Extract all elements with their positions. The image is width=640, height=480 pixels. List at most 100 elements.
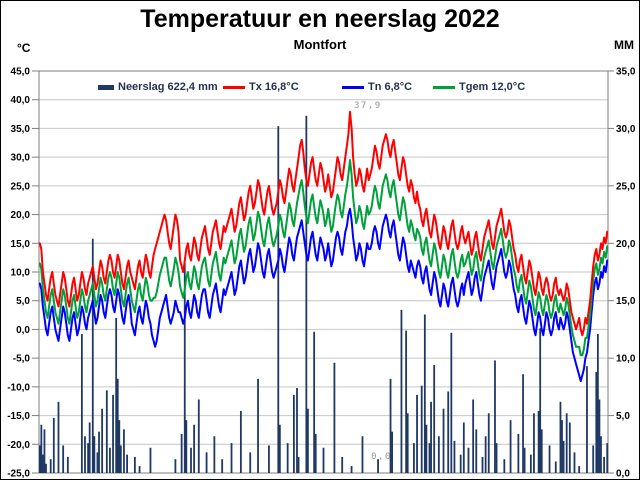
precip-bar xyxy=(603,456,606,473)
precip-bar xyxy=(205,452,208,473)
precip-bar xyxy=(93,436,96,473)
precip-bar xyxy=(447,391,450,473)
left-axis-tick-label: 30,0 xyxy=(11,153,31,164)
precip-bar xyxy=(487,413,490,473)
precip-bar xyxy=(52,417,55,473)
precip-bar xyxy=(405,330,408,473)
legend-item-tx: Tx 16,8°C xyxy=(223,80,299,94)
precip-bar xyxy=(472,399,475,473)
precip-bar xyxy=(40,424,43,473)
precip-bar xyxy=(423,314,426,473)
precip-bar xyxy=(57,401,60,473)
precip-bar xyxy=(562,440,565,473)
left-axis-tick-label: 10,0 xyxy=(11,268,31,279)
precip-bar xyxy=(305,115,308,474)
right-axis-tick-label: 20,0 xyxy=(616,239,636,250)
precip-bar xyxy=(286,443,289,473)
precip-bar xyxy=(133,456,136,473)
left-axis-tick-label: 5,0 xyxy=(16,296,30,307)
precip-bar xyxy=(96,452,99,473)
precip-bar xyxy=(123,429,125,473)
precip-bar xyxy=(115,317,118,473)
left-axis-tick-label: -20,0 xyxy=(7,440,30,451)
precip-bar xyxy=(185,420,188,473)
precip-bar xyxy=(119,445,122,473)
precip-bar xyxy=(475,429,478,473)
precip-bar xyxy=(406,413,409,473)
precip-bar xyxy=(453,440,456,473)
precip-bar xyxy=(565,413,568,473)
left-axis-tick-label: 45,0 xyxy=(11,67,31,78)
precip-bar xyxy=(592,445,595,473)
precip-bar xyxy=(462,422,465,473)
precip-bar xyxy=(377,459,379,473)
left-axis-tick-label: 0,0 xyxy=(16,325,30,336)
tgem-line xyxy=(38,159,609,357)
precip-bar xyxy=(391,431,393,473)
precip-bar xyxy=(413,443,415,473)
precip-bar xyxy=(80,334,83,473)
tgem-line-swatch-icon xyxy=(433,85,455,89)
left-axis-tick-label: -10,0 xyxy=(7,382,30,393)
left-axis-tick-label: 40,0 xyxy=(11,95,31,106)
right-axis-tick-label: 0,0 xyxy=(616,469,630,480)
precip-bar xyxy=(197,399,200,473)
precip-bar xyxy=(437,436,440,473)
precip-bar xyxy=(540,429,543,473)
precip-bar xyxy=(112,394,114,473)
precip-bar xyxy=(578,466,581,473)
precip-bar xyxy=(495,443,498,473)
precip-bar xyxy=(213,436,216,473)
right-axis-tick-label: 15,0 xyxy=(616,296,636,307)
precip-bar xyxy=(442,408,445,473)
precip-bar xyxy=(193,424,196,473)
precip-bar xyxy=(400,309,403,473)
tx-line xyxy=(38,110,609,337)
precip-bar xyxy=(425,424,428,473)
precip-bar xyxy=(126,454,128,473)
right-axis-tick-label: 25,0 xyxy=(616,181,636,192)
precip-bar xyxy=(420,385,423,473)
chart-legend: Neerslag 622,4 mm Tx 16,8°C Tn 6,8°C Tge… xyxy=(1,80,639,94)
precip-bar xyxy=(277,126,280,473)
precip-bar xyxy=(341,456,344,473)
precip-bar xyxy=(174,459,177,473)
precip-bar xyxy=(586,366,588,473)
precip-bar xyxy=(533,413,535,473)
precip-bar xyxy=(573,452,576,473)
precip-bar xyxy=(595,371,598,473)
precip-bar xyxy=(38,445,41,473)
precip-bar xyxy=(459,454,462,473)
precip-bar xyxy=(559,401,562,473)
precip-bar xyxy=(180,433,183,473)
chart-subtitle: Montfort xyxy=(293,37,347,52)
precip-bar xyxy=(539,328,542,473)
precip-bar xyxy=(529,454,532,473)
precip-bar xyxy=(548,445,551,473)
right-axis-tick-label: 5,0 xyxy=(616,411,630,422)
legend-label-neerslag: Neerslag 622,4 mm xyxy=(118,81,218,93)
precip-bar xyxy=(49,459,52,473)
legend-label-tx: Tx 16,8°C xyxy=(249,81,299,93)
precip-bar xyxy=(190,447,192,473)
precip-bar xyxy=(43,429,46,473)
precip-bar xyxy=(554,461,557,473)
legend-item-tn: Tn 6,8°C xyxy=(342,80,412,94)
precip-bar xyxy=(350,466,353,473)
precip-bar xyxy=(297,456,300,473)
precip-bar xyxy=(105,390,108,473)
precip-bar xyxy=(517,433,520,473)
precip-bar xyxy=(62,445,65,473)
precip-bar xyxy=(87,443,90,473)
precip-bar xyxy=(313,331,316,473)
annotation-379: 37,9 xyxy=(354,101,382,111)
precip-bar xyxy=(118,420,121,473)
precip-bar xyxy=(450,332,453,473)
precip-bar xyxy=(494,360,496,473)
precip-bar xyxy=(45,463,47,473)
right-axis-tick-label: 10,0 xyxy=(616,354,636,365)
precip-bar xyxy=(322,447,325,473)
precip-bar xyxy=(606,443,609,473)
